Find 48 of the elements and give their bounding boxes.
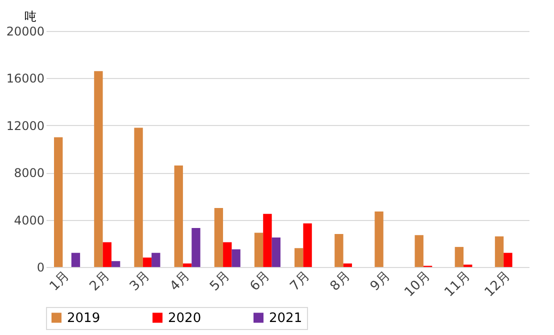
bar	[504, 252, 512, 267]
bar	[54, 137, 63, 267]
bar	[152, 252, 160, 267]
bar	[71, 252, 80, 267]
x-tick-label: 10月	[402, 268, 434, 300]
bar	[94, 71, 103, 267]
bar	[223, 242, 232, 267]
x-tick-label: 5月	[207, 268, 234, 294]
x-tick-label: 9月	[368, 268, 394, 294]
bar	[494, 236, 504, 267]
bar	[192, 228, 200, 267]
x-tick-label: 8月	[328, 268, 354, 294]
y-tick-label: 20000	[6, 24, 44, 38]
bar	[134, 128, 143, 267]
y-tick-label: 16000	[6, 72, 44, 86]
legend-label: 2019	[67, 310, 100, 326]
bar	[343, 263, 352, 267]
bar	[214, 208, 224, 267]
bar	[303, 223, 312, 267]
bar	[182, 263, 192, 267]
bar	[272, 238, 280, 267]
x-tick-label: 11月	[442, 268, 474, 300]
y-axis-title: 吨	[24, 10, 36, 24]
x-tick-label: 4月	[167, 268, 193, 294]
bar	[142, 258, 152, 267]
bar	[263, 214, 272, 267]
bar	[254, 232, 264, 267]
x-tick-label: 1月	[47, 268, 73, 294]
bar	[334, 234, 344, 267]
bar	[454, 246, 464, 267]
bar	[414, 235, 424, 267]
bar	[102, 242, 112, 267]
bar	[294, 248, 304, 267]
bar	[111, 261, 120, 267]
legend-label: 2020	[168, 310, 202, 326]
y-tick-label: 12000	[6, 118, 44, 133]
x-tick-label: 7月	[288, 268, 314, 294]
x-tick-label: 12月	[482, 268, 514, 300]
x-tick-label: 6月	[247, 268, 274, 294]
bar	[232, 249, 240, 267]
x-tick-label: 3月	[127, 268, 153, 294]
y-tick-label: 4000	[14, 213, 44, 228]
legend-label: 2021	[269, 310, 302, 326]
bar	[174, 166, 183, 267]
x-tick-label: 2月	[87, 268, 113, 294]
bar	[374, 212, 384, 267]
y-tick-label: 8000	[14, 166, 44, 180]
y-tick-label: 0	[36, 260, 44, 274]
